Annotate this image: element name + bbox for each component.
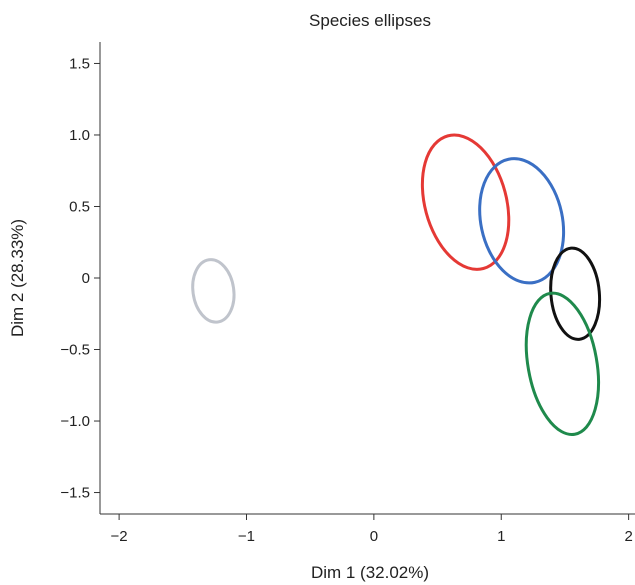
y-tick-label: 1.5 bbox=[69, 55, 90, 72]
species-ellipse-2 bbox=[420, 133, 511, 271]
x-tick-label: 0 bbox=[370, 528, 378, 545]
y-tick-label: −1.5 bbox=[60, 485, 90, 502]
y-tick-label: 0 bbox=[82, 270, 90, 287]
species-ellipse-3 bbox=[478, 157, 566, 285]
chart-title: Species ellipses bbox=[309, 11, 431, 30]
species-ellipse-5 bbox=[524, 291, 600, 436]
y-axis-label: Dim 2 (28.33%) bbox=[8, 219, 27, 337]
species-ellipse-1 bbox=[191, 258, 236, 324]
x-ticks: −2 −1 0 1 2 bbox=[111, 514, 633, 545]
ellipse-group bbox=[191, 133, 602, 436]
species-ellipse-4 bbox=[549, 246, 602, 341]
y-tick-label: −0.5 bbox=[60, 342, 90, 359]
y-tick-label: 1.0 bbox=[69, 127, 90, 144]
x-tick-label: 2 bbox=[624, 528, 632, 545]
y-tick-label: 0.5 bbox=[69, 198, 90, 215]
y-tick-label: −1.0 bbox=[60, 413, 90, 430]
x-tick-label: −2 bbox=[111, 528, 128, 545]
x-tick-label: −1 bbox=[238, 528, 255, 545]
y-ticks: 1.5 1.0 0.5 0 −0.5 −1.0 −1.5 bbox=[60, 55, 100, 502]
x-tick-label: 1 bbox=[497, 528, 505, 545]
x-axis-label: Dim 1 (32.02%) bbox=[311, 563, 429, 582]
